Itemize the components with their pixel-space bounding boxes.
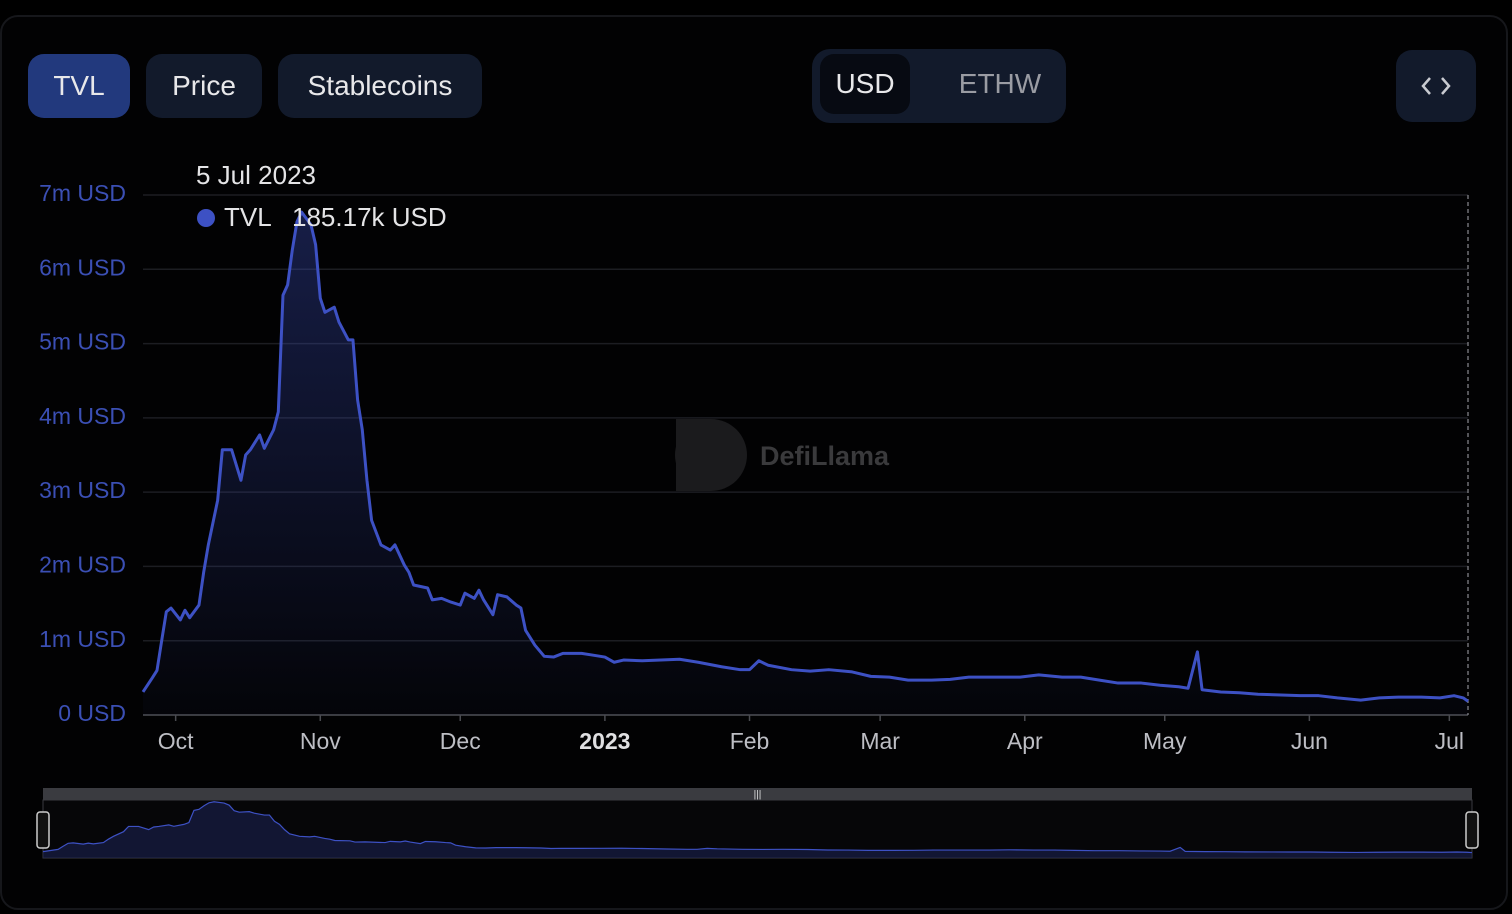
x-tick-label: Dec xyxy=(440,728,481,754)
x-tick-label: Jul xyxy=(1435,728,1464,754)
line xyxy=(141,210,1469,703)
x-tick-label: Feb xyxy=(730,728,770,754)
tooltip-date: 5 Jul 2023 xyxy=(196,160,316,190)
y-tick-label: 5m USD xyxy=(39,329,126,355)
watermark-text: DefiLlama xyxy=(760,441,890,471)
y-tick-label: 7m USD xyxy=(39,180,126,206)
x-tick-label: Apr xyxy=(1007,728,1043,754)
tab-button[interactable]: Price xyxy=(146,54,262,118)
x-tick-label: 2023 xyxy=(579,728,630,754)
currency-switch: USD ETHW xyxy=(812,49,1066,123)
y-tick-label: 0 USD xyxy=(58,700,126,726)
y-tick-label: 1m USD xyxy=(39,626,126,652)
navigator-grip: ||| xyxy=(754,790,762,801)
currency-button[interactable]: ETHW xyxy=(958,68,1042,99)
embed-button[interactable] xyxy=(1396,50,1476,122)
tooltip-value: 185.17k USD xyxy=(292,202,447,232)
navigator-handle[interactable] xyxy=(1465,811,1479,849)
currency-button[interactable]: USD xyxy=(820,54,910,114)
x-tick-label: Nov xyxy=(300,728,341,754)
y-tick-label: 2m USD xyxy=(39,552,126,578)
navigator-handle[interactable] xyxy=(36,811,50,849)
x-tick-label: May xyxy=(1143,728,1187,754)
navigator-area xyxy=(43,801,1472,858)
watermark: DefiLlama xyxy=(675,419,890,491)
tab-button[interactable]: Stablecoins xyxy=(278,54,482,118)
embed-icon xyxy=(1421,77,1451,95)
tooltip-marker xyxy=(197,209,215,227)
x-tick-label: Jun xyxy=(1291,728,1328,754)
y-tick-label: 6m USD xyxy=(39,254,126,280)
navigator-line xyxy=(42,801,1473,854)
x-tick-label: Mar xyxy=(860,728,900,754)
x-tick-label: Oct xyxy=(158,728,194,754)
navigator-frame xyxy=(43,788,1472,800)
y-tick-label: 4m USD xyxy=(39,403,126,429)
area-fill xyxy=(143,212,1468,716)
y-tick-label: 3m USD xyxy=(39,477,126,503)
tab-button[interactable]: TVL xyxy=(28,54,130,118)
tooltip-series: TVL xyxy=(224,202,272,232)
